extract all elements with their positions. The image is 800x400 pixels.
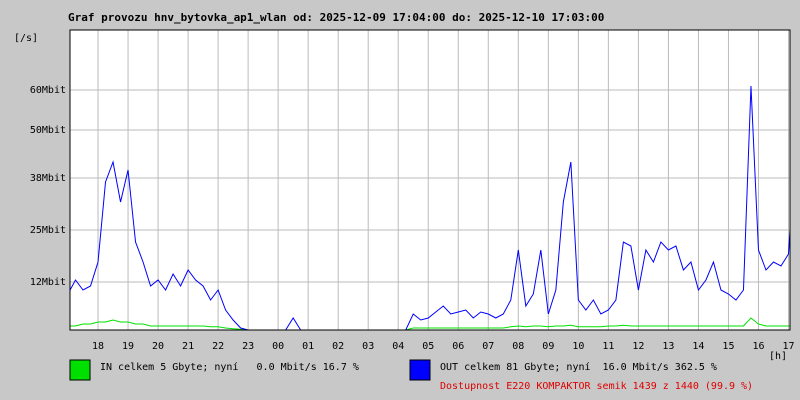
x-tick-label: 16 (752, 341, 764, 352)
x-axis-label: [h] (769, 351, 787, 362)
y-tick-label: 25Mbit (30, 225, 66, 236)
x-tick-label: 18 (92, 341, 104, 352)
y-tick-label: 50Mbit (30, 125, 66, 136)
x-tick-label: 08 (512, 341, 524, 352)
x-tick-label: 14 (692, 341, 704, 352)
annotation: Dostupnost E220 KOMPAKTOR semik 1439 z 1… (440, 381, 753, 392)
legend-label: IN celkem 5 Gbyte; nyní 0.0 Mbit/s 16.7 … (100, 361, 359, 373)
x-tick-label: 12 (632, 341, 644, 352)
x-tick-label: 05 (422, 341, 434, 352)
x-tick-label: 19 (122, 341, 134, 352)
series-line (70, 317, 790, 331)
plot-area (70, 30, 790, 330)
x-tick-label: 04 (392, 341, 404, 352)
legend-swatch (69, 359, 91, 381)
x-tick-label: 06 (452, 341, 464, 352)
y-tick-label: 60Mbit (30, 85, 66, 96)
x-tick-label: 11 (602, 341, 614, 352)
x-tick-label: 22 (212, 341, 224, 352)
chart-title: Graf provozu hnv_bytovka_ap1_wlan od: 20… (68, 11, 604, 24)
plot-border (69, 29, 791, 331)
x-tick-label: 00 (272, 341, 284, 352)
x-tick-label: 07 (482, 341, 494, 352)
y-tick-label: 38Mbit (30, 173, 66, 184)
legend-swatch (409, 359, 431, 381)
x-tick-label: 03 (362, 341, 374, 352)
x-tick-label: 10 (572, 341, 584, 352)
x-tick-label: 09 (542, 341, 554, 352)
x-tick-label: 20 (152, 341, 164, 352)
legend-label: OUT celkem 81 Gbyte; nyní 16.0 Mbit/s 36… (440, 361, 717, 373)
x-tick-label: 15 (722, 341, 734, 352)
x-tick-label: 23 (242, 341, 254, 352)
x-tick-label: 21 (182, 341, 194, 352)
x-tick-label: 02 (332, 341, 344, 352)
x-tick-label: 17 (782, 341, 794, 352)
series-line (69, 85, 791, 331)
y-axis-label: [/s] (14, 33, 38, 44)
y-tick-label: 12Mbit (30, 277, 66, 288)
x-tick-label: 13 (662, 341, 674, 352)
x-tick-label: 01 (302, 341, 314, 352)
